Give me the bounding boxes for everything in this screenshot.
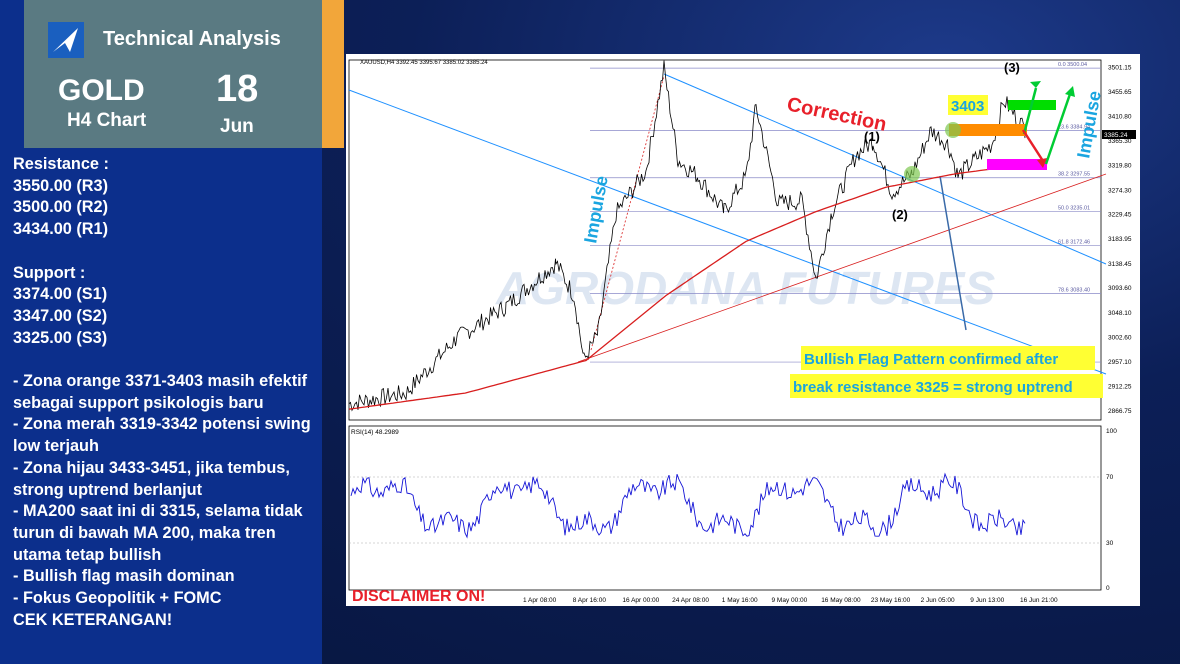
wave-2-label: (2) bbox=[892, 207, 908, 222]
x-tick-label: 9 Jun 13:00 bbox=[970, 597, 1004, 604]
y-tick-label: 3002.60 bbox=[1108, 334, 1132, 341]
x-tick-label: 1 May 16:00 bbox=[722, 597, 758, 604]
resistance-r1: 3434.00 (R1) bbox=[13, 220, 109, 239]
rsi-line bbox=[350, 472, 1026, 539]
ma200-line bbox=[348, 164, 1025, 410]
impulse-dotted-line bbox=[590, 75, 665, 351]
support-s2: 3347.00 (S2) bbox=[13, 306, 108, 325]
x-tick-label: 16 Apr 00:00 bbox=[622, 597, 659, 604]
resistance-r3: 3550.00 (R3) bbox=[13, 176, 109, 195]
support-title: Support : bbox=[13, 263, 86, 282]
y-axis-ticks: 3501.15 3455.65 3410.80 3365.30 3319.80 3274.… bbox=[1108, 64, 1132, 414]
arrow-up-1 bbox=[1022, 87, 1038, 135]
x-tick-label: 16 Jun 21:00 bbox=[1020, 597, 1058, 604]
brand-title: Technical Analysis bbox=[103, 28, 281, 50]
y-tick-label: 3365.30 bbox=[1108, 138, 1132, 145]
current-price-text: 3385.24 bbox=[1104, 132, 1128, 139]
arrow-down bbox=[1021, 129, 1045, 162]
date-month: Jun bbox=[220, 116, 254, 137]
note-green-zone: - Zona hijau 3433-3451, jika tembus, str… bbox=[13, 458, 295, 499]
y-tick-label: 3048.10 bbox=[1108, 310, 1132, 317]
asset-name: GOLD bbox=[58, 74, 145, 107]
date-day: 18 bbox=[216, 68, 259, 110]
arrow-up-2 bbox=[1044, 93, 1072, 165]
impulse-right-label: Impulse bbox=[1073, 89, 1105, 159]
note-red-zone: - Zona merah 3319-3342 potensi swing low… bbox=[13, 415, 316, 456]
price-pane-border bbox=[348, 59, 1102, 421]
note-ma200: - MA200 saat ini di 3315, selama tidak t… bbox=[13, 502, 308, 564]
fib-label: 61.8 3172.46 bbox=[1058, 239, 1090, 245]
rsi-header: RSI(14) 48.2989 bbox=[351, 429, 399, 436]
header-accent-strip bbox=[322, 0, 344, 148]
rsi-level-70: 70 bbox=[1106, 474, 1114, 481]
x-axis-ticks: 1 Apr 08:00 8 Apr 16:00 16 Apr 00:00 24 Apr… bbox=[523, 597, 1058, 604]
resistance-title: Resistance : bbox=[13, 155, 109, 173]
disclaimer-text: DISCLAIMER ON! bbox=[352, 588, 485, 605]
rsi-level-100: 100 bbox=[1106, 428, 1117, 435]
y-tick-label: 3455.65 bbox=[1108, 89, 1132, 96]
arrow-up-1-head bbox=[1030, 81, 1041, 88]
resistance-r2: 3500.00 (R2) bbox=[13, 198, 109, 217]
channel-lower-line bbox=[348, 89, 1107, 375]
projection-line bbox=[939, 175, 967, 331]
x-tick-label: 9 May 00:00 bbox=[772, 597, 808, 604]
y-tick-label: 3138.45 bbox=[1108, 261, 1132, 268]
fib-label: 23.6 3384.94 bbox=[1058, 124, 1090, 130]
y-tick-label: 3229.45 bbox=[1108, 212, 1132, 219]
y-tick-label: 3410.80 bbox=[1108, 113, 1132, 120]
note-focus: - Fokus Geopolitik + FOMC bbox=[13, 589, 222, 608]
orange-zone bbox=[949, 124, 1027, 136]
fib-label: 78.6 3083.40 bbox=[1058, 288, 1090, 294]
support-s1: 3374.00 (S1) bbox=[13, 285, 108, 304]
rsi-pane-border bbox=[348, 425, 1102, 591]
arrow-down-head bbox=[1037, 158, 1047, 168]
fib-levels: 0.0 3500.04 23.6 3384.94 38.2 3297.55 50.0 … bbox=[590, 62, 1101, 363]
fib-label: 38.2 3297.55 bbox=[1058, 172, 1090, 178]
y-tick-label: 3183.95 bbox=[1108, 236, 1132, 243]
x-tick-label: 23 May 16:00 bbox=[871, 597, 911, 604]
x-tick-label: 24 Apr 08:00 bbox=[672, 597, 709, 604]
rsi-level-0: 0 bbox=[1106, 585, 1110, 592]
chart-frame: AGRODANA FUTURES 0.0 3500.04 23.6 3384.94… bbox=[346, 54, 1140, 606]
y-tick-label: 3274.30 bbox=[1108, 187, 1132, 194]
highlight-circle-mid bbox=[904, 166, 920, 182]
x-tick-label: 8 Apr 16:00 bbox=[573, 597, 607, 604]
y-tick-label: 2957.10 bbox=[1108, 359, 1132, 366]
symbol-info: XAUUSD,H4 3392.45 3395.67 3385.02 3385.2… bbox=[360, 60, 488, 66]
price-chart: AGRODANA FUTURES 0.0 3500.04 23.6 3384.94… bbox=[348, 59, 1136, 605]
timeframe-label: H4 Chart bbox=[67, 110, 147, 131]
y-tick-label: 3093.60 bbox=[1108, 285, 1132, 292]
wave-1-label: (1) bbox=[864, 129, 880, 144]
y-tick-label: 2912.25 bbox=[1108, 383, 1132, 390]
rsi-level-30: 30 bbox=[1106, 540, 1114, 547]
arrow-up-2-head bbox=[1065, 86, 1075, 97]
y-tick-label: 3319.80 bbox=[1108, 163, 1132, 170]
fib-label: 50.0 3235.01 bbox=[1058, 206, 1090, 212]
x-tick-label: 2 Jun 05:00 bbox=[921, 597, 955, 604]
current-price-tag bbox=[1102, 130, 1136, 139]
flag-note-line1-bg bbox=[801, 346, 1095, 370]
y-tick-label: 3501.15 bbox=[1108, 64, 1132, 71]
flag-note-line1: Bullish Flag Pattern confirmed after bbox=[804, 351, 1058, 368]
note-orange-zone: - Zona orange 3371-3403 masih efektif se… bbox=[13, 372, 312, 412]
brand-logo-icon bbox=[48, 22, 84, 58]
support-s3: 3325.00 (S3) bbox=[13, 328, 108, 347]
flag-note-line2-bg bbox=[790, 374, 1103, 398]
fib-label: 0.0 3500.04 bbox=[1058, 62, 1087, 68]
level-3403-label: 3403 bbox=[951, 98, 984, 115]
level-3403-badge bbox=[948, 95, 988, 115]
magenta-zone bbox=[987, 159, 1047, 170]
analysis-notes: Resistance : 3550.00 (R3) 3500.00 (R2) 3… bbox=[13, 154, 318, 631]
highlight-circle-top bbox=[945, 122, 961, 138]
flag-note-line2: break resistance 3325 = strong uptrend bbox=[793, 379, 1073, 396]
note-bullish-flag: - Bullish flag masih dominan bbox=[13, 567, 235, 586]
note-cta: CEK KETERANGAN! bbox=[13, 610, 173, 629]
x-tick-label: 16 May 08:00 bbox=[821, 597, 861, 604]
trend-support-line bbox=[577, 173, 1107, 363]
wave-3-label: (3) bbox=[1004, 60, 1020, 75]
x-tick-label: 1 Apr 08:00 bbox=[523, 597, 557, 604]
impulse-left-label: Impulse bbox=[580, 174, 612, 244]
watermark-text: AGRODANA FUTURES bbox=[495, 262, 995, 314]
y-tick-label: 2866.75 bbox=[1108, 408, 1132, 415]
